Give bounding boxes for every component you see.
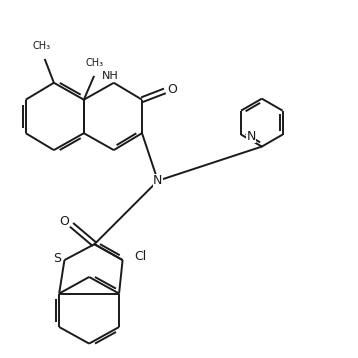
Text: CH₃: CH₃ [33,41,50,51]
Text: S: S [53,252,62,265]
Text: O: O [59,215,69,228]
Text: CH₃: CH₃ [85,58,103,68]
Text: NH: NH [102,72,118,81]
Text: N: N [153,174,163,187]
Text: N: N [246,130,256,143]
Text: O: O [168,83,178,96]
Text: Cl: Cl [134,250,146,263]
